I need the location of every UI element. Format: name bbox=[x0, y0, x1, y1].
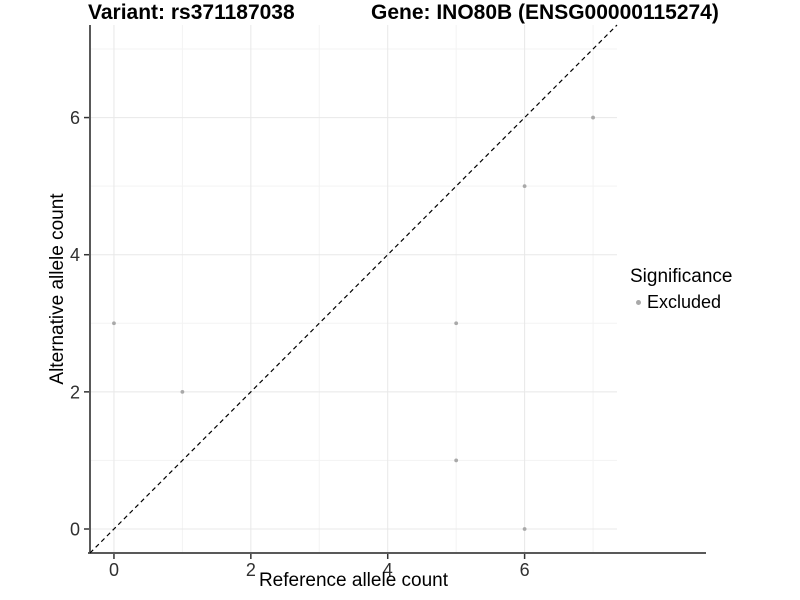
data-point bbox=[112, 321, 116, 326]
x-tick-label: 0 bbox=[109, 560, 119, 580]
y-tick-label: 2 bbox=[70, 382, 80, 402]
legend-item-label: Excluded bbox=[647, 292, 722, 312]
legend-title: Significance bbox=[630, 266, 733, 287]
y-tick-label: 4 bbox=[70, 245, 80, 265]
x-axis-title: Reference allele count bbox=[258, 570, 449, 591]
data-point bbox=[454, 321, 459, 326]
data-point bbox=[180, 389, 185, 394]
x-tick-label: 2 bbox=[246, 560, 256, 580]
data-point bbox=[522, 184, 527, 189]
legend: Significance Excluded bbox=[630, 266, 732, 313]
excluded-point-swatch bbox=[636, 300, 641, 305]
data-point bbox=[522, 527, 527, 531]
x-tick-label: 6 bbox=[520, 560, 530, 580]
gene-title: Gene: INO80B (ENSG00000115274) bbox=[371, 1, 719, 24]
y-tick-label: 6 bbox=[70, 108, 80, 128]
variant-title: Variant: rs371187038 bbox=[88, 1, 295, 24]
data-point bbox=[591, 115, 595, 120]
y-axis-title: Alternative allele count bbox=[47, 193, 68, 385]
legend-item-excluded: Excluded bbox=[630, 292, 732, 313]
x-tick-label: 4 bbox=[383, 560, 393, 580]
identity-dashed-line bbox=[89, 24, 618, 554]
data-point bbox=[454, 458, 459, 463]
y-tick-label: 0 bbox=[70, 520, 80, 540]
